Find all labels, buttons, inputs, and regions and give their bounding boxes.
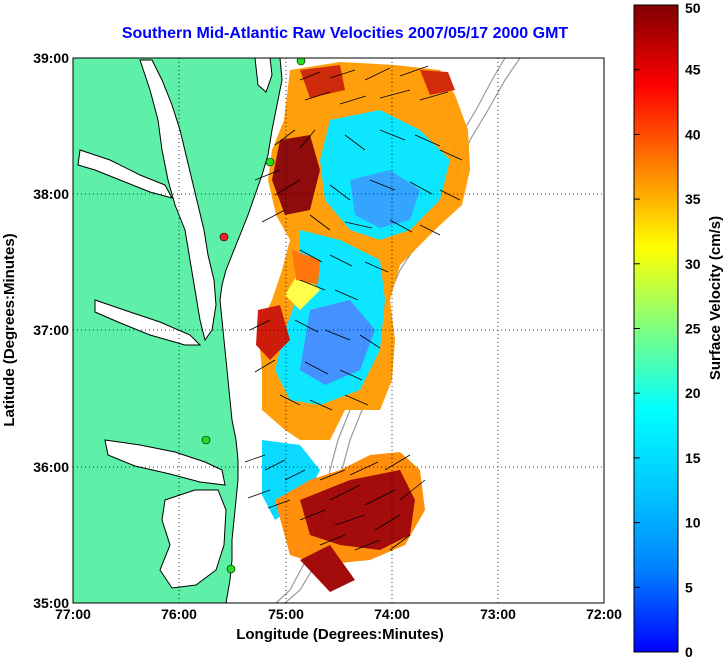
- colorbar-tick-label: 15: [685, 450, 701, 466]
- station-marker: [296, 58, 306, 66]
- chesapeake-bay: [139, 59, 217, 342]
- colorbar-tick-label: 20: [685, 385, 701, 401]
- x-tick-label: 75:00: [268, 606, 304, 622]
- map-title: Southern Mid-Atlantic Raw Velocities 200…: [122, 25, 569, 42]
- station-marker: [219, 232, 229, 242]
- colorbar-tick-label: 25: [685, 321, 701, 337]
- y-tick-label: 39:00: [33, 50, 69, 66]
- colorbar-tick-label: 40: [685, 126, 701, 142]
- y-tick-label: 36:00: [33, 459, 69, 475]
- colorbar-tick-label: 45: [685, 62, 701, 78]
- velocity-arrows: [244, 65, 463, 551]
- velocity-field: [256, 62, 470, 592]
- x-axis: 77:00 76:00 75:00 74:00 73:00 72:00 Long…: [55, 606, 622, 643]
- y-tick-label: 38:00: [33, 186, 69, 202]
- x-tick-label: 73:00: [480, 606, 516, 622]
- colorbar-tick-label: 50: [685, 0, 701, 16]
- x-tick-label: 72:00: [586, 606, 622, 622]
- y-axis: 39:00 38:00 37:00 36:00 35:00 Latitude (…: [1, 50, 69, 611]
- colorbar-tick-label: 10: [685, 515, 701, 531]
- x-axis-label: Longitude (Degrees:Minutes): [236, 626, 444, 643]
- colorbar-label: Surface Velocity (cm/s): [707, 216, 724, 380]
- colorbar-tick-label: 5: [685, 579, 693, 595]
- x-tick-label: 74:00: [374, 606, 410, 622]
- james-river: [94, 299, 202, 346]
- radar-stations: [201, 58, 306, 574]
- map-plot-area: [73, 58, 604, 603]
- station-marker: [226, 564, 236, 574]
- x-tick-label: 77:00: [55, 606, 91, 622]
- plot-frame: [72, 57, 605, 604]
- delaware-bay: [254, 58, 273, 93]
- colorbar-tick-label: 30: [685, 256, 701, 272]
- y-tick-label: 37:00: [33, 322, 69, 338]
- x-tick-label: 76:00: [161, 606, 197, 622]
- colorbar-tick-label: 0: [685, 644, 693, 659]
- y-axis-label: Latitude (Degrees:Minutes): [1, 233, 18, 426]
- y-tick-label: 35:00: [33, 595, 69, 611]
- map-grid: [73, 58, 604, 603]
- pamlico-sound: [159, 489, 227, 589]
- station-marker: [201, 435, 211, 445]
- albemarle-sound: [104, 439, 226, 486]
- potomac-river: [77, 149, 173, 199]
- station-marker: [265, 157, 275, 167]
- colorbar-scale: [633, 4, 679, 653]
- colorbar-tick-label: 35: [685, 191, 701, 207]
